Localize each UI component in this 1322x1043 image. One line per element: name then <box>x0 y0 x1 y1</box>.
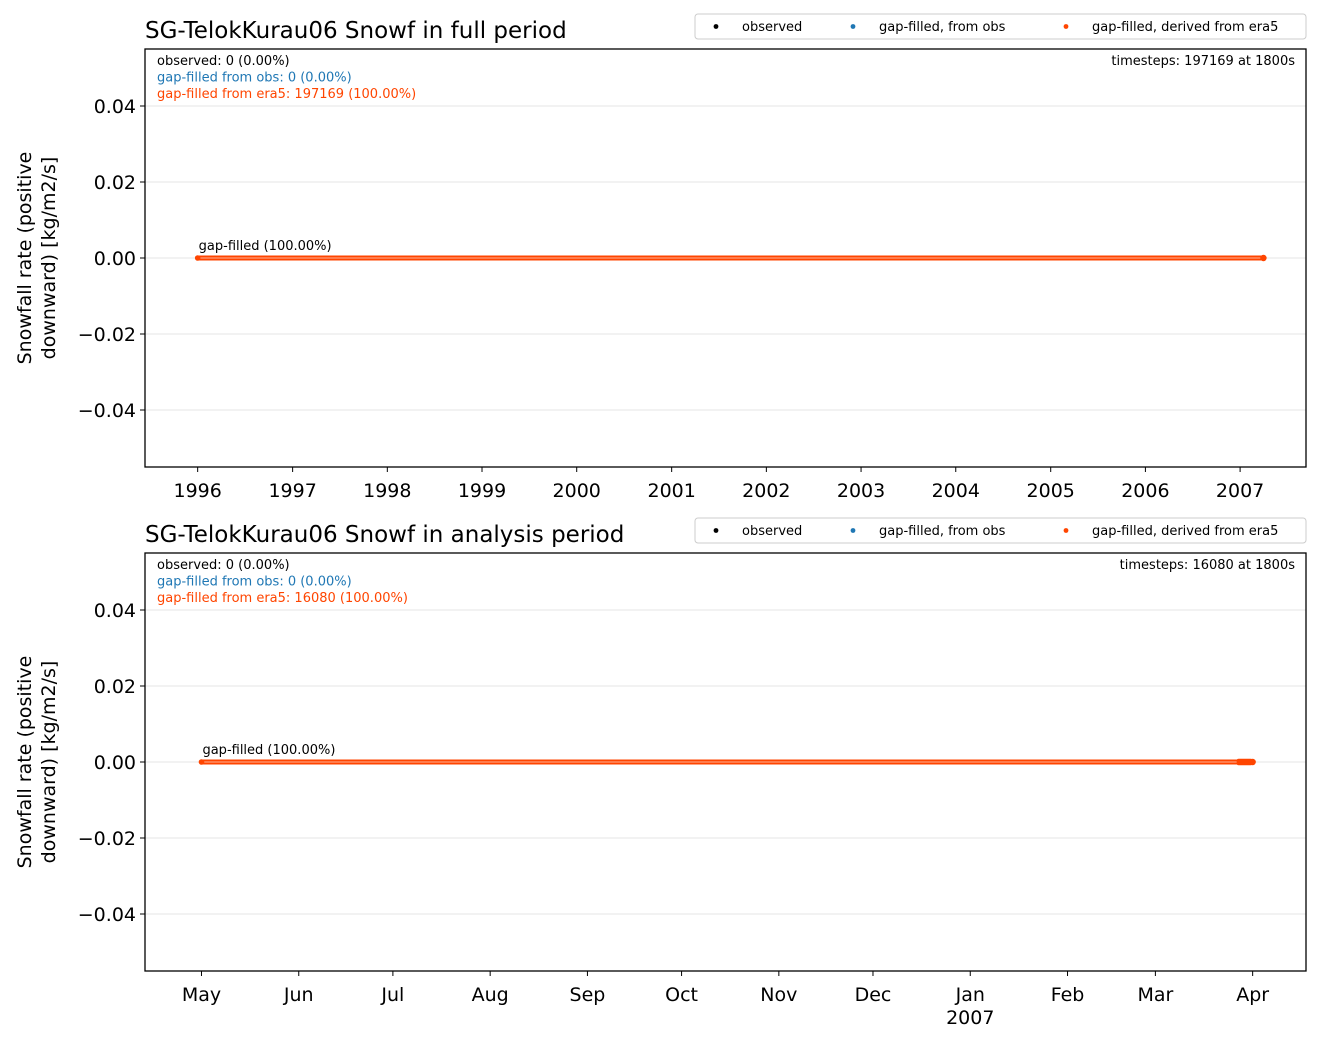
y-tick-label: 0.00 <box>94 248 136 270</box>
stats-line: gap-filled from era5: 197169 (100.00%) <box>157 87 416 102</box>
legend-label: observed <box>742 20 802 35</box>
legend-label: gap-filled, from obs <box>879 20 1006 35</box>
x-tick-label: Aug <box>472 984 509 1006</box>
stats-line: observed: 0 (0.00%) <box>157 558 290 573</box>
y-tick-label: −0.04 <box>78 904 136 926</box>
legend-marker <box>1063 24 1069 29</box>
series-point <box>194 255 201 261</box>
x-tick-label: 2002 <box>742 480 790 502</box>
x-tick-label: Apr <box>1236 984 1269 1006</box>
timesteps-text: timesteps: 197169 at 1800s <box>1111 54 1295 69</box>
x-tick-label: 2000 <box>553 480 601 502</box>
legend-label: gap-filled, from obs <box>879 524 1006 539</box>
chart-panel-1: gap-filled (100.00%) −0.04 −0.02 0.00 0.02 0.… <box>14 13 1307 502</box>
x-tick-label: Dec <box>855 984 892 1006</box>
x-tick-label: 2001 <box>647 480 695 502</box>
x-tick-label: 2007 <box>1216 480 1264 502</box>
y-tick-label: 0.04 <box>94 600 136 622</box>
y-tick-label: 0.00 <box>94 752 136 774</box>
stats-line: observed: 0 (0.00%) <box>157 54 290 69</box>
y-tick-label: −0.02 <box>78 828 136 850</box>
x-tick-label: Jan <box>955 984 985 1006</box>
x-tick-label: 2005 <box>1027 480 1075 502</box>
timesteps-text: timesteps: 16080 at 1800s <box>1120 558 1296 573</box>
stats-line: gap-filled from obs: 0 (0.00%) <box>157 575 352 590</box>
x-tick-label: 2003 <box>837 480 885 502</box>
stats-line: gap-filled from era5: 16080 (100.00%) <box>157 591 408 606</box>
x-tick-label: Nov <box>760 984 797 1006</box>
x-tick-label: 2006 <box>1121 480 1169 502</box>
x-tick-label-year: 2007 <box>946 1007 994 1029</box>
x-tick-label: May <box>182 984 221 1006</box>
legend-marker <box>850 24 856 29</box>
legend-marker <box>850 528 856 533</box>
stats-line: gap-filled from obs: 0 (0.00%) <box>157 71 352 86</box>
legend: observed gap-filled, from obs gap-filled, … <box>694 517 1307 544</box>
legend-label: gap-filled, derived from era5 <box>1092 20 1278 35</box>
y-axis-label-line1: Snowfall rate (positive <box>14 152 36 365</box>
legend-label: observed <box>742 524 802 539</box>
legend-marker <box>713 528 719 533</box>
y-tick-label: −0.04 <box>78 400 136 422</box>
x-tick-label: Mar <box>1137 984 1173 1006</box>
chart-panel-2: gap-filled (100.00%) −0.04 −0.02 0.00 0.02 0.… <box>14 517 1307 1029</box>
x-tick-label: 1997 <box>268 480 316 502</box>
legend-label: gap-filled, derived from era5 <box>1092 524 1278 539</box>
legend-marker <box>1063 528 1069 533</box>
legend-box <box>694 517 1307 544</box>
x-tick-label: Jul <box>380 984 404 1006</box>
series-annotation: gap-filled (100.00%) <box>199 239 332 254</box>
legend: observed gap-filled, from obs gap-filled, … <box>694 13 1307 40</box>
y-tick-label: 0.02 <box>94 676 136 698</box>
x-tick-label: 1999 <box>458 480 506 502</box>
x-tick-label: Jun <box>283 984 314 1006</box>
chart-title: SG-TelokKurau06 Snowf in full period <box>145 18 567 44</box>
x-tick-label: Feb <box>1051 984 1085 1006</box>
y-tick-label: 0.04 <box>94 96 136 118</box>
y-axis-label-line2: downward) [kg/m2/s] <box>38 661 60 864</box>
legend-box <box>694 13 1307 40</box>
y-axis-label-line1: Snowfall rate (positive <box>14 656 36 869</box>
chart-title: SG-TelokKurau06 Snowf in analysis period <box>145 522 624 548</box>
x-tick-label: Oct <box>665 984 698 1006</box>
series-annotation: gap-filled (100.00%) <box>202 743 335 758</box>
x-tick-label: 1998 <box>363 480 411 502</box>
x-tick-label: 2004 <box>932 480 980 502</box>
y-tick-label: −0.02 <box>78 324 136 346</box>
legend-marker <box>713 24 719 29</box>
y-axis-label-line2: downward) [kg/m2/s] <box>38 157 60 360</box>
y-tick-label: 0.02 <box>94 172 136 194</box>
series-point <box>1260 254 1267 262</box>
series-point-cluster <box>1236 758 1253 766</box>
series-point <box>198 759 205 765</box>
x-tick-label: 1996 <box>173 480 221 502</box>
x-tick-label: Sep <box>570 984 606 1006</box>
